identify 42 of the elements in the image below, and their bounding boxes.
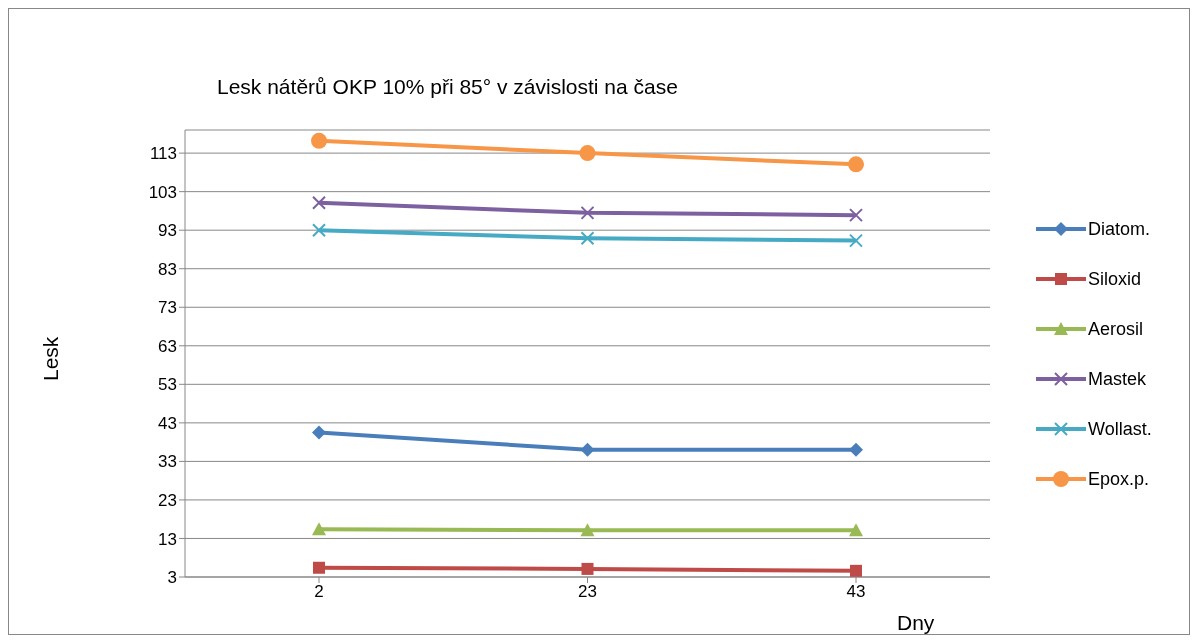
y-tick-label: 103 <box>148 182 177 202</box>
legend-label: Diatom. <box>1088 218 1151 240</box>
point <box>579 145 596 162</box>
y-tick-label: 13 <box>158 529 177 549</box>
point <box>849 442 863 457</box>
point <box>312 522 326 536</box>
point <box>580 205 595 220</box>
y-tick-label: 93 <box>158 221 177 241</box>
point <box>312 195 326 210</box>
chart-title: Lesk nátěrů OKP 10% při 85° v závislosti na čase <box>217 75 678 99</box>
point <box>580 231 595 246</box>
point <box>850 564 862 577</box>
point <box>311 132 327 149</box>
legend-label: Wollast. <box>1088 418 1152 440</box>
point <box>580 442 595 457</box>
y-tick-label: 83 <box>158 259 177 279</box>
y-tick-label: 3 <box>167 568 177 588</box>
point <box>580 523 595 537</box>
y-tick-label: 63 <box>158 336 177 356</box>
point <box>849 523 863 537</box>
x-tick-label: 43 <box>846 582 866 602</box>
legend-label: Aerosil <box>1088 318 1144 340</box>
point <box>313 561 325 574</box>
y-tick-label: 53 <box>158 375 177 395</box>
y-tick-label: 23 <box>158 490 177 510</box>
x-axis-title: Dny <box>897 611 935 635</box>
point <box>848 156 864 173</box>
point <box>312 425 326 440</box>
x-tick-label: 2 <box>314 582 324 602</box>
y-tick-label: 43 <box>158 413 177 433</box>
legend-label: Siloxid <box>1088 268 1142 290</box>
y-tick-label: 73 <box>158 298 177 318</box>
y-tick-label: 113 <box>149 144 177 164</box>
point <box>849 233 863 248</box>
x-tick-label: 23 <box>578 582 597 602</box>
point <box>849 208 863 223</box>
point <box>581 562 594 575</box>
legend-label: Mastek <box>1088 368 1147 390</box>
y-axis-title: Lesk <box>39 336 63 381</box>
y-tick-label: 33 <box>158 452 177 472</box>
legend-label: Epox.p. <box>1088 468 1150 490</box>
point <box>312 223 326 238</box>
